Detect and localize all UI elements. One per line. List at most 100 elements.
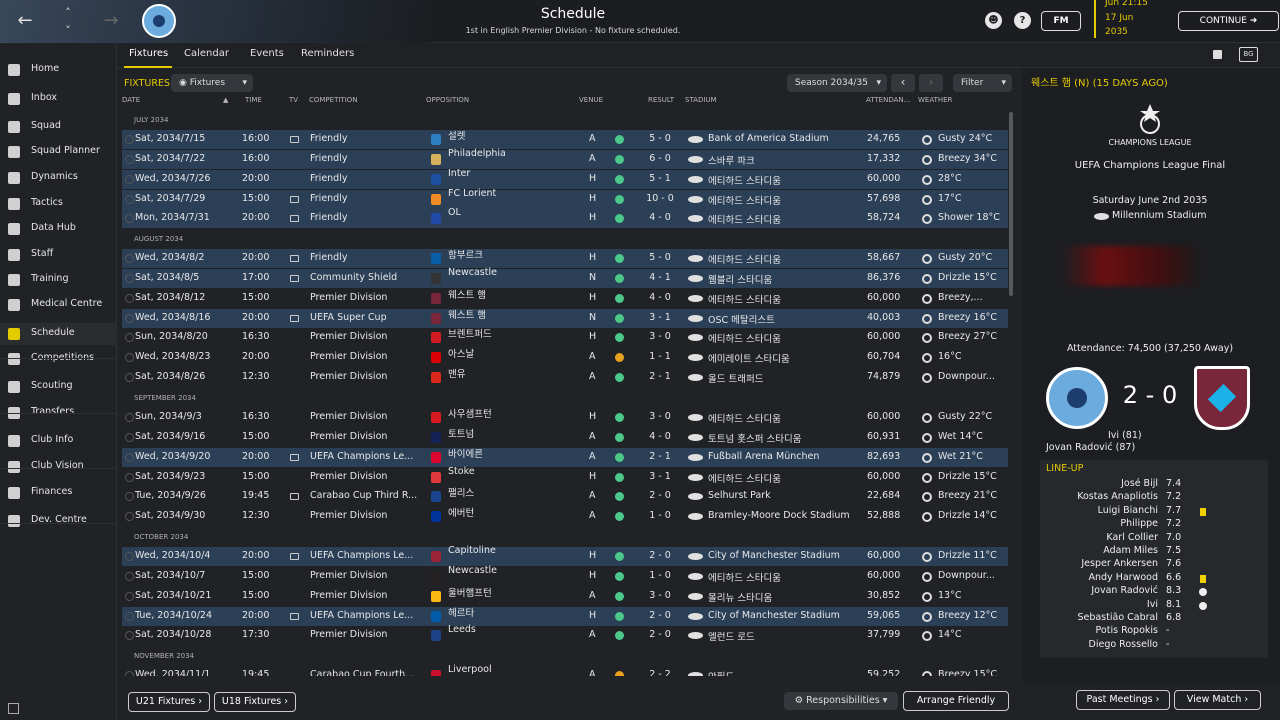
fixture-opposition[interactable]: 함부르크 bbox=[448, 250, 483, 261]
fixture-row[interactable]: Sat, 2034/8/12 15:00 Premier Division 웨스트 햄… bbox=[122, 289, 1008, 308]
view-match-button[interactable]: View Match › bbox=[1174, 690, 1261, 710]
fixture-result[interactable]: 1 - 0 bbox=[649, 569, 671, 581]
fixture-competition[interactable]: Premier Division bbox=[310, 351, 388, 363]
fixture-opposition[interactable]: 토트넘 bbox=[448, 428, 475, 440]
row-select-radio[interactable] bbox=[125, 273, 134, 283]
fixture-opposition[interactable]: 바이에른 bbox=[448, 448, 483, 460]
sidebar-item-staff[interactable]: Staff bbox=[0, 244, 117, 266]
row-select-radio[interactable] bbox=[125, 611, 134, 621]
column-header-1[interactable]: TIME bbox=[245, 96, 262, 104]
sidebar-item-squad[interactable]: Squad bbox=[0, 116, 117, 138]
lineup-player-name[interactable]: Philippe bbox=[1120, 518, 1158, 530]
previous-season-button[interactable]: ‹ bbox=[891, 74, 915, 92]
fixture-opposition[interactable]: Newcastle bbox=[448, 564, 497, 576]
row-select-radio[interactable] bbox=[125, 552, 134, 561]
fixture-opposition[interactable]: 설렛 bbox=[448, 131, 466, 142]
row-select-radio[interactable] bbox=[125, 472, 134, 482]
column-header-2[interactable]: TV bbox=[289, 96, 299, 104]
down-chevron-icon[interactable]: ˅ bbox=[65, 24, 71, 37]
lineup-player-name[interactable]: Andy Harwood bbox=[1088, 571, 1159, 583]
u18-fixtures-button[interactable]: U18 Fixtures › bbox=[214, 692, 296, 712]
fixture-opposition[interactable]: 아스날 bbox=[448, 349, 475, 361]
fixture-opposition[interactable]: 브렌트퍼드 bbox=[448, 329, 492, 341]
lock-icon[interactable] bbox=[1213, 50, 1222, 59]
fixture-competition[interactable]: UEFA Champions Le... bbox=[310, 450, 414, 462]
fixture-opposition[interactable]: Newcastle bbox=[448, 266, 497, 278]
row-select-radio[interactable] bbox=[125, 333, 134, 343]
fixture-result[interactable]: 4 - 1 bbox=[649, 271, 671, 283]
fixture-competition[interactable]: Friendly bbox=[310, 152, 348, 164]
fixture-result[interactable]: 3 - 1 bbox=[649, 470, 671, 482]
fixture-competition[interactable]: Premier Division bbox=[310, 430, 388, 442]
fixture-opposition[interactable]: Stoke bbox=[448, 465, 475, 477]
fixture-opposition[interactable]: 맨유 bbox=[448, 369, 466, 381]
fixture-result[interactable]: 4 - 0 bbox=[649, 291, 671, 303]
fixture-result[interactable]: 2 - 0 bbox=[649, 550, 671, 561]
fixture-opposition[interactable]: OL bbox=[448, 207, 461, 219]
fixture-row[interactable]: Sun, 2034/8/20 16:30 Premier Division 브렌트퍼드… bbox=[122, 328, 1008, 347]
sidebar-item-scouting[interactable]: Scouting bbox=[0, 376, 117, 398]
fixture-opposition[interactable]: Inter bbox=[448, 167, 471, 179]
row-select-radio[interactable] bbox=[125, 452, 134, 462]
fixture-competition[interactable]: Premier Division bbox=[310, 589, 388, 601]
responsibilities-button[interactable]: ⚙ Responsibilities ▾ bbox=[784, 692, 898, 710]
sidebar-item-medical-centre[interactable]: Medical Centre bbox=[0, 294, 117, 316]
fixture-result[interactable]: 3 - 1 bbox=[649, 311, 671, 323]
fixture-result[interactable]: 3 - 0 bbox=[649, 331, 671, 343]
row-select-radio[interactable] bbox=[125, 413, 134, 422]
fixture-row[interactable]: Sat, 2034/8/5 17:00 Community Shield Newcas… bbox=[122, 266, 1008, 288]
fixture-competition[interactable]: Carabao Cup Third R... bbox=[310, 490, 418, 502]
fixture-result[interactable]: 10 - 0 bbox=[646, 192, 674, 204]
lineup-player-name[interactable]: Potis Ropokis bbox=[1095, 625, 1158, 637]
sidebar-item-tactics[interactable]: Tactics bbox=[0, 193, 117, 215]
fixture-opposition[interactable]: 헤르타 bbox=[448, 607, 475, 619]
tab-fixtures[interactable]: Fixtures bbox=[129, 48, 169, 59]
fixture-competition[interactable]: Premier Division bbox=[310, 470, 388, 482]
fixture-row[interactable]: Wed, 2034/9/20 20:00 UEFA Champions Le... 바… bbox=[122, 447, 1008, 467]
away-team-crest-icon[interactable] bbox=[1194, 366, 1250, 430]
fixture-opposition[interactable]: 팰리스 bbox=[448, 488, 475, 500]
row-select-radio[interactable] bbox=[125, 194, 134, 204]
lineup-player-name[interactable]: Jovan Radović bbox=[1091, 585, 1158, 597]
fixture-result[interactable]: 4 - 0 bbox=[649, 430, 671, 442]
row-select-radio[interactable] bbox=[125, 174, 134, 184]
next-season-button[interactable]: › bbox=[919, 74, 943, 92]
lineup-player-name[interactable]: Diego Rossello bbox=[1088, 638, 1158, 650]
column-header-8[interactable]: ATTENDAN... bbox=[866, 96, 911, 104]
row-select-radio[interactable] bbox=[125, 373, 134, 383]
fixture-result[interactable]: 2 - 1 bbox=[649, 450, 671, 462]
fixture-competition[interactable]: Premier Division bbox=[310, 371, 388, 383]
fixture-row[interactable]: Tue, 2034/10/24 20:00 UEFA Champions Le...… bbox=[122, 606, 1008, 626]
column-header-5[interactable]: VENUE bbox=[579, 96, 603, 104]
sidebar-item-competitions[interactable]: Competitions bbox=[0, 348, 117, 370]
row-select-radio[interactable] bbox=[125, 671, 134, 676]
u21-fixtures-button[interactable]: U21 Fixtures › bbox=[128, 692, 210, 712]
row-select-radio[interactable] bbox=[125, 571, 134, 581]
continue-button[interactable]: CONTINUE ➜ bbox=[1178, 11, 1279, 31]
fixture-row[interactable]: Wed, 2034/8/23 20:00 Premier Division 아스날 A 1… bbox=[122, 348, 1008, 367]
fixture-competition[interactable]: Friendly bbox=[310, 172, 348, 184]
lineup-player-name[interactable]: Kostas Anapliotis bbox=[1077, 491, 1158, 503]
fixture-row[interactable]: Sat, 2034/10/7 15:00 Premier Division Newca… bbox=[122, 564, 1008, 586]
sidebar-item-schedule[interactable]: Schedule bbox=[0, 323, 117, 345]
fixture-competition[interactable]: Premier Division bbox=[310, 411, 388, 422]
fixture-row[interactable]: Wed, 2034/8/2 20:00 Friendly 함부르크 H 5 - 0 에티하드… bbox=[122, 249, 1008, 268]
fixture-competition[interactable]: Premier Division bbox=[310, 629, 388, 641]
row-select-radio[interactable] bbox=[125, 313, 134, 323]
fixture-row[interactable]: Sat, 2034/9/23 15:00 Premier Division Stoke… bbox=[122, 465, 1008, 487]
fixture-opposition[interactable]: Leeds bbox=[448, 624, 476, 636]
lineup-player-name[interactable]: Luigi Bianchi bbox=[1097, 504, 1158, 516]
row-select-radio[interactable] bbox=[125, 135, 134, 144]
fixture-competition[interactable]: UEFA Champions Le... bbox=[310, 609, 414, 621]
lineup-player-name[interactable]: Jesper Ankersen bbox=[1081, 558, 1158, 570]
fixture-result[interactable]: 5 - 1 bbox=[649, 172, 671, 184]
row-select-radio[interactable] bbox=[125, 512, 134, 522]
sidebar-item-dev-centre[interactable]: Dev. Centre bbox=[0, 510, 117, 532]
fixture-result[interactable]: 2 - 2 bbox=[649, 669, 671, 676]
back-arrow-icon[interactable]: ← bbox=[17, 10, 33, 31]
fixture-result[interactable]: 4 - 0 bbox=[649, 212, 671, 224]
lineup-player-name[interactable]: Karl Collier bbox=[1106, 531, 1158, 543]
fixtures-scrollbar[interactable] bbox=[1009, 112, 1013, 296]
sidebar-item-finances[interactable]: Finances bbox=[0, 482, 117, 504]
fixture-opposition[interactable]: 웨스트 햄 bbox=[448, 309, 486, 321]
